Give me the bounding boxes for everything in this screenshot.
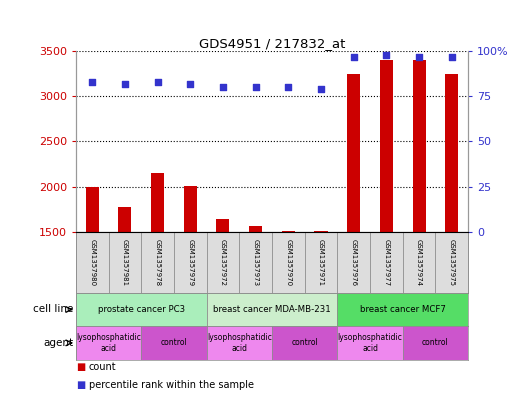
Point (284, 84, 292, 90)
Point (382, 51, 391, 58)
Bar (403, 232, 435, 293)
Point (88, 79, 96, 85)
Text: breast cancer MDA-MB-231: breast cancer MDA-MB-231 (213, 305, 331, 314)
Bar (337, 293, 468, 326)
Text: ■: ■ (76, 362, 85, 373)
Text: prostate cancer PC3: prostate cancer PC3 (98, 305, 185, 314)
Text: GSM1357973: GSM1357973 (253, 239, 258, 286)
Bar (118, 207, 131, 232)
Title: GDS4951 / 217832_at: GDS4951 / 217832_at (199, 37, 345, 50)
Bar (337, 326, 403, 360)
Text: GSM1357976: GSM1357976 (351, 239, 357, 286)
Text: lysophosphatidic
acid: lysophosphatidic acid (76, 333, 141, 353)
Bar (141, 326, 207, 360)
Bar (76, 293, 207, 326)
Text: lysophosphatidic
acid: lysophosphatidic acid (207, 333, 272, 353)
Point (121, 81, 129, 87)
Point (415, 53, 423, 60)
Bar (141, 232, 174, 293)
Point (186, 81, 195, 87)
Bar (86, 187, 99, 232)
Text: control: control (161, 338, 187, 347)
Bar (184, 186, 197, 232)
Bar (445, 73, 458, 232)
Text: GSM1357977: GSM1357977 (383, 239, 389, 286)
Bar (347, 73, 360, 232)
Bar (207, 232, 239, 293)
Bar (207, 326, 272, 360)
Bar (282, 231, 295, 232)
Bar (76, 232, 109, 293)
Bar (272, 232, 304, 293)
Bar (239, 232, 272, 293)
Bar (314, 231, 327, 232)
Bar (151, 173, 164, 232)
Text: breast cancer MCF7: breast cancer MCF7 (360, 305, 446, 314)
Bar (109, 232, 141, 293)
Text: GSM1357978: GSM1357978 (155, 239, 161, 286)
Bar (76, 326, 141, 360)
Text: control: control (291, 338, 318, 347)
Point (153, 79, 162, 85)
Text: GSM1357981: GSM1357981 (122, 239, 128, 286)
Text: GSM1357980: GSM1357980 (89, 239, 95, 286)
Bar (337, 232, 370, 293)
Text: GSM1357970: GSM1357970 (286, 239, 291, 286)
Bar (207, 293, 337, 326)
Bar (174, 232, 207, 293)
Bar (413, 60, 426, 232)
Bar (370, 232, 403, 293)
Point (349, 53, 358, 60)
Bar (249, 226, 262, 232)
Text: GSM1357971: GSM1357971 (318, 239, 324, 286)
Text: GSM1357972: GSM1357972 (220, 239, 226, 286)
Point (448, 53, 456, 60)
Bar (380, 60, 393, 232)
Point (317, 86, 325, 92)
Point (252, 84, 260, 90)
Text: count: count (89, 362, 117, 373)
Text: control: control (422, 338, 449, 347)
Text: agent: agent (43, 338, 73, 348)
Point (219, 84, 227, 90)
Text: lysophosphatidic
acid: lysophosphatidic acid (337, 333, 403, 353)
Text: percentile rank within the sample: percentile rank within the sample (89, 380, 254, 390)
Bar (217, 219, 230, 232)
Bar (304, 232, 337, 293)
Bar (272, 326, 337, 360)
Text: GSM1357975: GSM1357975 (449, 239, 454, 286)
Text: ■: ■ (76, 380, 85, 390)
Text: cell line: cell line (33, 305, 73, 314)
Bar (435, 232, 468, 293)
Bar (403, 326, 468, 360)
Text: GSM1357979: GSM1357979 (187, 239, 193, 286)
Text: GSM1357974: GSM1357974 (416, 239, 422, 286)
